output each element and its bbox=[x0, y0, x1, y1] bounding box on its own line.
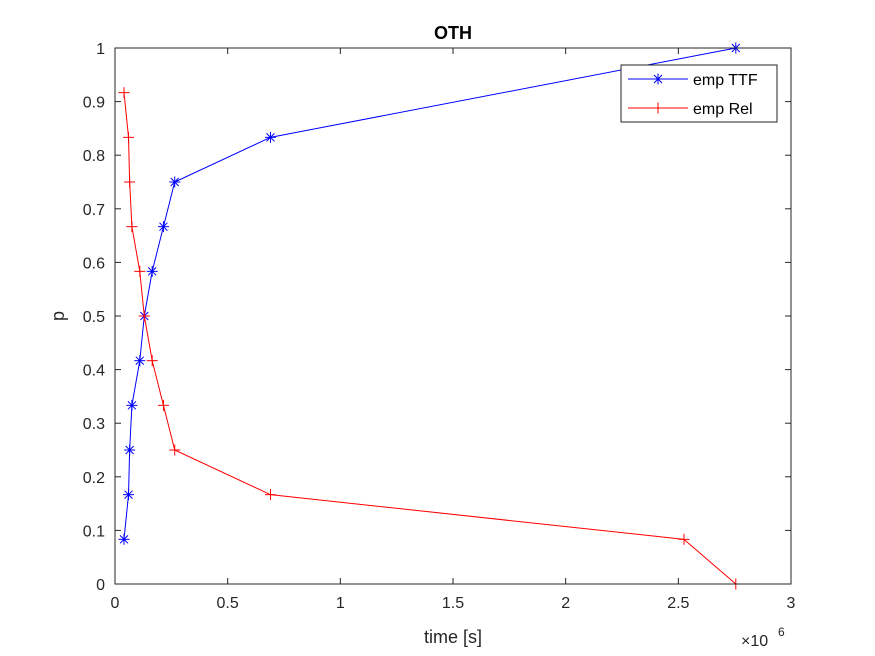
data-point-emp-ttf bbox=[169, 176, 181, 188]
data-point-emp-rel bbox=[678, 533, 690, 545]
x-axis-exponent: ×10 6 bbox=[741, 625, 785, 650]
data-point-emp-ttf bbox=[157, 221, 169, 233]
data-point-emp-rel bbox=[118, 87, 130, 99]
x-tick-label: 3 bbox=[787, 595, 796, 612]
y-tick-label: 0.5 bbox=[83, 309, 105, 326]
x-axis-exponent-power: 6 bbox=[778, 625, 785, 639]
x-tick-label: 0.5 bbox=[217, 595, 239, 612]
y-tick-label: 0.2 bbox=[83, 470, 105, 487]
x-tick-label: 2.5 bbox=[667, 595, 689, 612]
x-tick-label: 2 bbox=[561, 595, 570, 612]
y-axis-label: p bbox=[48, 311, 68, 321]
data-point-emp-rel bbox=[134, 265, 146, 277]
x-axis-exponent-base: ×10 bbox=[741, 633, 768, 650]
y-tick-label: 0.8 bbox=[83, 148, 105, 165]
x-tick-label: 1 bbox=[336, 595, 345, 612]
x-tick-label: 1.5 bbox=[442, 595, 464, 612]
data-point-emp-rel bbox=[146, 355, 158, 367]
data-point-emp-ttf bbox=[126, 399, 138, 411]
legend-label-emp-rel: emp Rel bbox=[693, 101, 753, 118]
legend-marker-symbol-emp-rel bbox=[652, 102, 664, 114]
legend-marker-symbol-emp-ttf bbox=[652, 73, 664, 85]
data-point-emp-ttf bbox=[146, 265, 158, 277]
y-axis-ticks: 0 0.1 0.2 0.3 0.4 0.5 0.6 0.7 0.8 0.9 1 bbox=[83, 41, 791, 594]
data-point-emp-rel bbox=[157, 399, 169, 411]
x-axis-label: time [s] bbox=[424, 627, 482, 647]
series-line-emp-rel bbox=[123, 92, 737, 585]
data-point-emp-ttf bbox=[123, 489, 135, 501]
legend-marker-emp-ttf bbox=[652, 73, 664, 85]
x-tick-label: 0 bbox=[111, 595, 120, 612]
legend-marker-emp-rel bbox=[652, 102, 664, 114]
data-point-emp-rel bbox=[126, 221, 138, 233]
data-point-emp-rel bbox=[124, 176, 136, 188]
data-point-emp-ttf bbox=[134, 355, 146, 367]
legend-item-emp-ttf: emp TTF bbox=[628, 72, 758, 89]
data-point-emp-rel bbox=[264, 489, 276, 501]
y-tick-label: 0.1 bbox=[83, 523, 105, 540]
y-tick-label: 1 bbox=[96, 41, 105, 58]
y-tick-label: 0.7 bbox=[83, 202, 105, 219]
legend-label-emp-ttf: emp TTF bbox=[693, 72, 758, 89]
chart-title: OTH bbox=[434, 23, 472, 43]
y-tick-label: 0.9 bbox=[83, 95, 105, 112]
y-tick-label: 0.3 bbox=[83, 416, 105, 433]
data-point-emp-rel bbox=[123, 131, 135, 143]
y-tick-label: 0.4 bbox=[83, 363, 105, 380]
plot-area bbox=[115, 48, 791, 584]
data-point-emp-ttf bbox=[264, 131, 276, 143]
data-point-emp-rel bbox=[169, 444, 181, 456]
data-point-emp-ttf bbox=[124, 444, 136, 456]
data-point-emp-ttf bbox=[118, 533, 130, 545]
legend-item-emp-rel: emp Rel bbox=[628, 101, 753, 118]
legend-box bbox=[620, 64, 778, 123]
series-layer bbox=[118, 42, 742, 590]
legend: emp TTF emp Rel bbox=[620, 64, 778, 123]
y-tick-label: 0 bbox=[96, 577, 105, 594]
x-axis-ticks: 0 0.5 1 1.5 2 2.5 3 bbox=[111, 48, 796, 612]
data-point-emp-rel bbox=[138, 310, 150, 322]
y-tick-label: 0.6 bbox=[83, 255, 105, 272]
